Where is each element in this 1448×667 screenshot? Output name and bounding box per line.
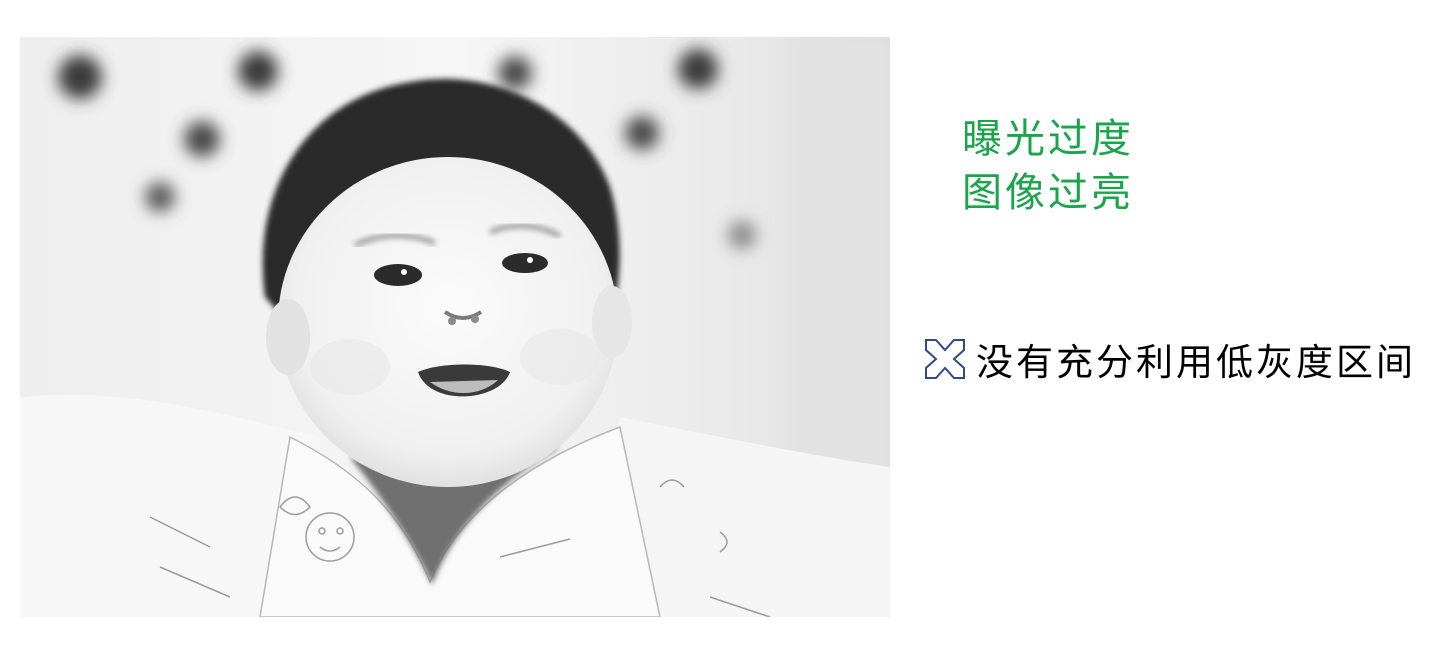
cross-mark-icon xyxy=(925,339,965,379)
overexposed-baby-photo xyxy=(20,37,890,617)
clothing-print xyxy=(149,479,771,617)
shortcoming-text: 没有充分利用低灰度区间 xyxy=(976,341,1416,384)
annotation-line-overexposure: 曝光过度 xyxy=(962,116,1134,162)
shortcoming-note: 没有充分利用低灰度区间 xyxy=(918,332,1416,386)
annotation-line-too-bright: 图像过亮 xyxy=(962,170,1134,216)
background-dots xyxy=(58,49,756,249)
annotation-block: 曝光过度 图像过亮 xyxy=(962,112,1262,220)
